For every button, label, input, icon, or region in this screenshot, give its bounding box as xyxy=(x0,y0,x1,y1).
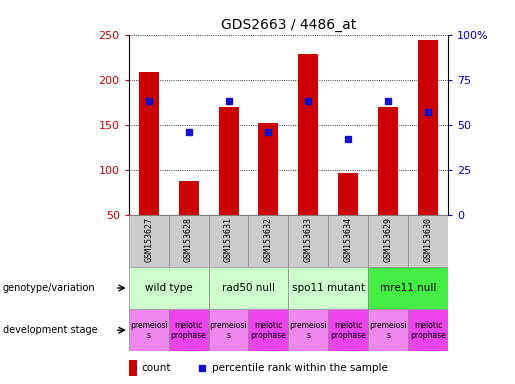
Title: GDS2663 / 4486_at: GDS2663 / 4486_at xyxy=(221,18,356,32)
Text: premeiosi
s: premeiosi s xyxy=(369,321,407,340)
Bar xyxy=(329,215,368,267)
Bar xyxy=(288,309,329,351)
Bar xyxy=(129,267,209,309)
Bar xyxy=(329,309,368,351)
Text: GSM153633: GSM153633 xyxy=(304,217,313,262)
Bar xyxy=(368,267,448,309)
Text: mre11 null: mre11 null xyxy=(380,283,436,293)
Bar xyxy=(129,215,168,267)
Text: rad50 null: rad50 null xyxy=(222,283,275,293)
Bar xyxy=(288,215,329,267)
Bar xyxy=(298,53,318,260)
Text: meiotic
prophase: meiotic prophase xyxy=(251,321,286,340)
Bar xyxy=(139,71,159,260)
Bar xyxy=(169,215,209,267)
Text: spo11 mutant: spo11 mutant xyxy=(292,283,365,293)
Bar xyxy=(129,359,136,376)
Text: premeiosi
s: premeiosi s xyxy=(289,321,327,340)
Text: count: count xyxy=(142,362,171,373)
Text: percentile rank within the sample: percentile rank within the sample xyxy=(212,362,388,373)
Bar xyxy=(408,215,448,267)
Bar xyxy=(209,215,248,267)
Text: GSM153631: GSM153631 xyxy=(224,217,233,262)
Bar xyxy=(179,181,199,260)
Text: GSM153630: GSM153630 xyxy=(424,217,433,262)
Bar xyxy=(368,309,408,351)
Text: meiotic
prophase: meiotic prophase xyxy=(331,321,366,340)
Text: GSM153627: GSM153627 xyxy=(144,217,153,262)
Bar xyxy=(209,267,288,309)
Bar xyxy=(418,40,438,260)
Text: meiotic
prophase: meiotic prophase xyxy=(171,321,207,340)
Text: development stage: development stage xyxy=(3,325,97,335)
Bar xyxy=(288,267,368,309)
Bar xyxy=(248,309,288,351)
Text: GSM153628: GSM153628 xyxy=(184,217,193,262)
Text: GSM153634: GSM153634 xyxy=(344,217,353,262)
Bar xyxy=(338,173,358,260)
Text: premeiosi
s: premeiosi s xyxy=(210,321,247,340)
Bar xyxy=(209,309,248,351)
Bar xyxy=(218,107,238,260)
Bar xyxy=(378,107,398,260)
Bar xyxy=(408,309,448,351)
Bar xyxy=(129,309,168,351)
Text: wild type: wild type xyxy=(145,283,193,293)
Bar xyxy=(259,123,279,260)
Text: premeiosi
s: premeiosi s xyxy=(130,321,167,340)
Text: meiotic
prophase: meiotic prophase xyxy=(410,321,446,340)
Bar xyxy=(368,215,408,267)
Bar xyxy=(248,215,288,267)
Text: GSM153629: GSM153629 xyxy=(384,217,392,262)
Text: genotype/variation: genotype/variation xyxy=(3,283,95,293)
Text: GSM153632: GSM153632 xyxy=(264,217,273,262)
Bar xyxy=(168,309,209,351)
